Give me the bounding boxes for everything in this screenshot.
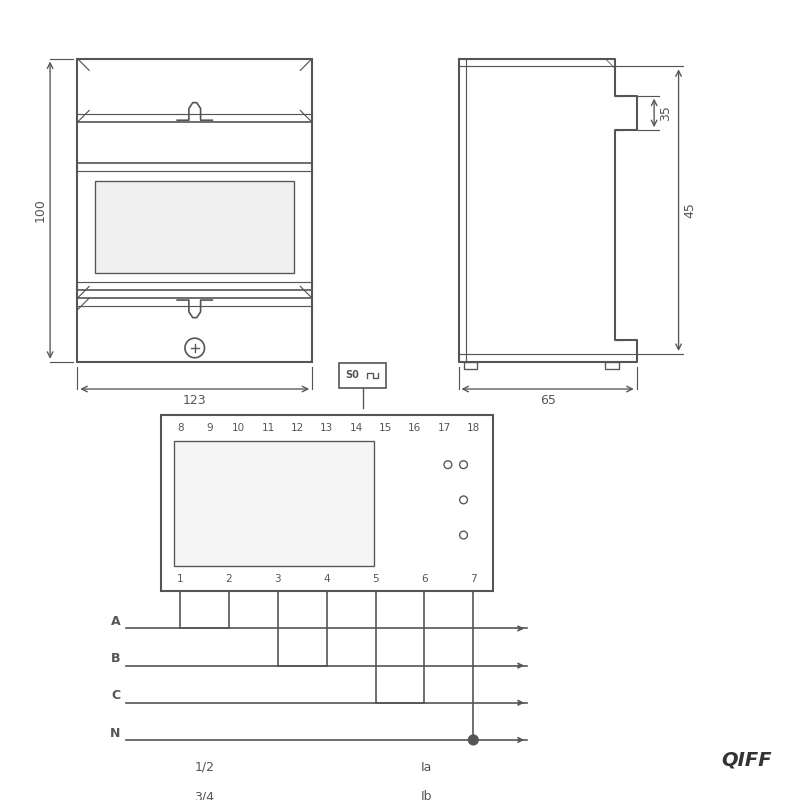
Bar xyxy=(339,362,386,388)
Text: 17: 17 xyxy=(438,423,450,433)
Bar xyxy=(174,441,374,566)
Bar xyxy=(606,362,619,370)
Text: 12: 12 xyxy=(290,423,304,433)
Text: 3: 3 xyxy=(274,574,281,584)
Text: 35: 35 xyxy=(659,105,672,121)
Text: 9: 9 xyxy=(206,423,213,433)
Text: A: A xyxy=(111,615,121,628)
Bar xyxy=(78,58,312,362)
Circle shape xyxy=(469,735,478,745)
Text: 1: 1 xyxy=(177,574,183,584)
Text: Ib: Ib xyxy=(421,790,432,800)
Text: 6: 6 xyxy=(421,574,428,584)
Text: 14: 14 xyxy=(350,423,362,433)
Bar xyxy=(463,362,478,370)
Text: QIFF: QIFF xyxy=(722,751,772,770)
Text: 11: 11 xyxy=(262,423,274,433)
Text: 45: 45 xyxy=(684,202,697,218)
Bar xyxy=(95,181,294,273)
Text: B: B xyxy=(111,652,121,666)
Text: 13: 13 xyxy=(320,423,334,433)
Text: 8: 8 xyxy=(177,423,183,433)
Text: 65: 65 xyxy=(540,394,555,407)
Text: N: N xyxy=(110,726,121,739)
Text: 100: 100 xyxy=(34,198,47,222)
Text: 2: 2 xyxy=(226,574,232,584)
Text: 4: 4 xyxy=(323,574,330,584)
Text: 16: 16 xyxy=(408,423,422,433)
Text: 7: 7 xyxy=(470,574,477,584)
Text: 10: 10 xyxy=(232,423,246,433)
Text: 123: 123 xyxy=(183,394,206,407)
Text: 5: 5 xyxy=(372,574,379,584)
Text: C: C xyxy=(111,690,121,702)
Text: 15: 15 xyxy=(378,423,392,433)
Text: 1/2: 1/2 xyxy=(194,761,214,774)
Text: Ia: Ia xyxy=(421,761,432,774)
Bar xyxy=(161,415,493,591)
Text: 3/4: 3/4 xyxy=(194,790,214,800)
Text: 18: 18 xyxy=(466,423,480,433)
Text: S0: S0 xyxy=(345,370,359,380)
